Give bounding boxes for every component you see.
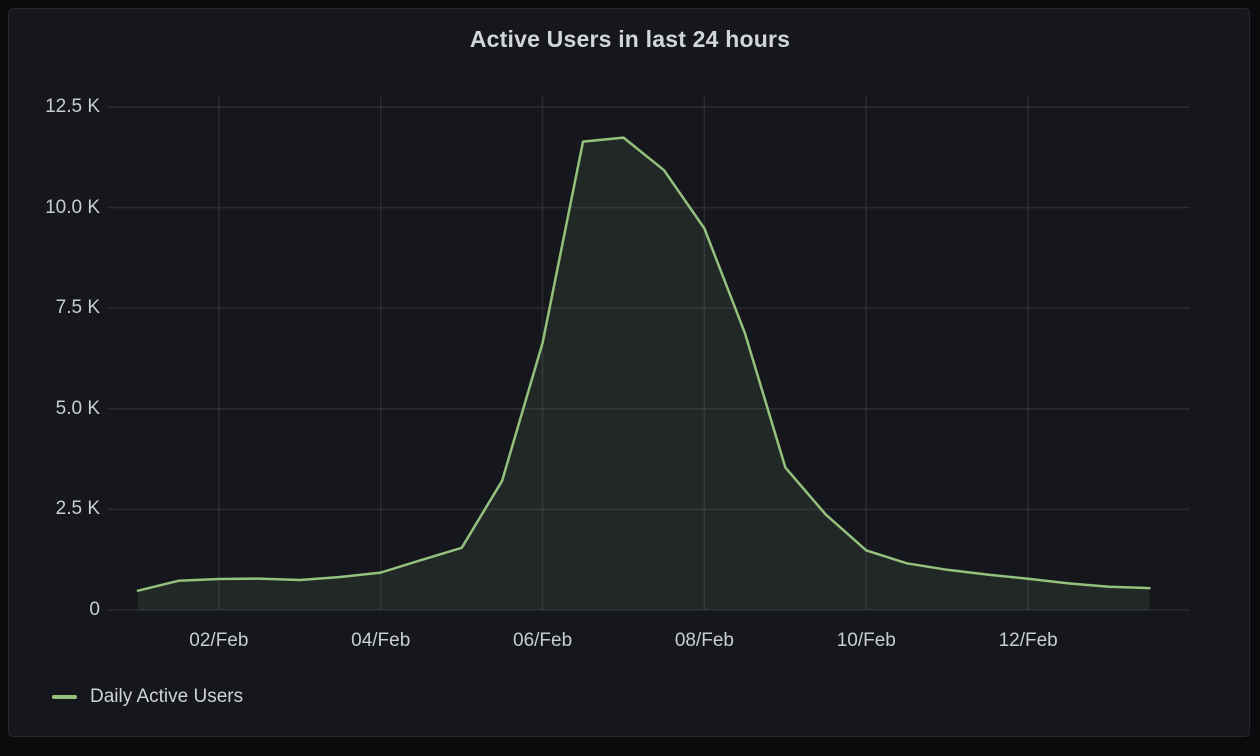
x-axis-tick-label: 06/Feb: [513, 630, 573, 651]
y-axis-tick-label: 10.0 K: [45, 196, 100, 218]
legend-series-line-icon: [52, 695, 77, 699]
series-area-fill: [137, 137, 1150, 610]
x-axis-tick-label: 08/Feb: [674, 630, 734, 651]
x-axis-tick-label: 10/Feb: [836, 630, 896, 651]
series-line: [136, 136, 1151, 592]
legend-item-daily-active-users[interactable]: Daily Active Users: [52, 686, 243, 708]
y-axis-tick-label: 7.5 K: [55, 297, 100, 319]
time-series-panel: [8, 8, 1250, 737]
x-axis-tick-label: 04/Feb: [351, 630, 411, 651]
panel-title[interactable]: Active Users in last 24 hours: [469, 26, 791, 52]
y-axis-tick-label: 12.5 K: [45, 96, 100, 117]
y-axis-tick-label: 0: [89, 599, 100, 620]
y-axis-tick-label: 5.0 K: [55, 397, 100, 419]
y-axis-tick-label: 2.5 K: [55, 498, 100, 520]
legend: Daily Active Users: [52, 686, 243, 708]
x-axis-tick-label: 02/Feb: [189, 630, 249, 651]
legend-series-label: Daily Active Users: [90, 686, 244, 707]
x-axis-tick-label: 12/Feb: [998, 630, 1058, 651]
